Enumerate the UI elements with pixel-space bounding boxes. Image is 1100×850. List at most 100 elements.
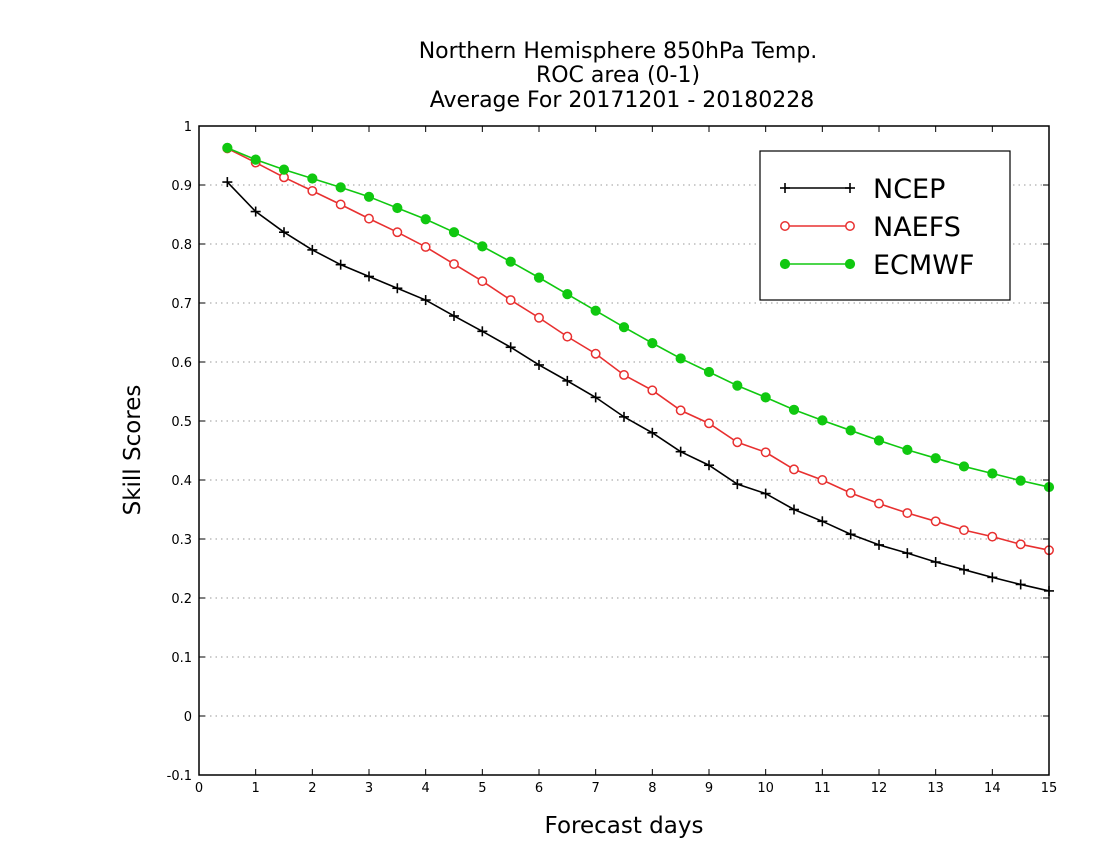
point-naefs-5 (364, 213, 374, 224)
point-ecmwf-26 (958, 461, 970, 472)
point-naefs-12 (562, 331, 573, 342)
point-ncep-12 (562, 375, 573, 386)
point-naefs-19 (760, 447, 771, 458)
x-tick-label-13: 13 (927, 781, 944, 796)
x-tick-label-4: 4 (422, 781, 430, 796)
y-tick-label-1: 0 (184, 710, 192, 725)
point-ncep-14 (619, 411, 629, 422)
point-ecmwf-6 (392, 202, 403, 214)
point-ecmwf-21 (817, 415, 828, 426)
point-ecmwf-27 (987, 468, 998, 479)
legend-marker-right-naefs (845, 221, 855, 231)
x-tick-label-11: 11 (814, 781, 831, 796)
point-ncep-18 (732, 479, 743, 490)
point-ecmwf-4 (335, 182, 346, 193)
point-ecmwf-1 (250, 154, 261, 165)
point-naefs-3 (307, 185, 318, 196)
point-naefs-25 (930, 516, 941, 527)
point-naefs-14 (619, 370, 629, 380)
point-naefs-28 (1015, 539, 1026, 550)
y-tick-label-4: 0.3 (171, 533, 192, 548)
point-naefs-18 (732, 437, 743, 448)
x-tick-label-2: 2 (308, 781, 316, 796)
point-naefs-8 (449, 259, 459, 270)
x-tick-label-6: 6 (535, 781, 543, 796)
point-naefs-22 (845, 488, 856, 498)
y-tick-label-2: 0.1 (171, 651, 192, 666)
y-tick-label-11: 1 (184, 120, 192, 135)
point-ecmwf-10 (505, 256, 516, 267)
y-axis-label: Skill Scores (120, 385, 146, 516)
point-ecmwf-22 (845, 425, 856, 436)
point-naefs-10 (505, 295, 516, 305)
plot-frame (198, 125, 1050, 776)
x-axis-label: Forecast days (545, 813, 704, 839)
legend: NCEP NAEFS ECMWF (759, 150, 1011, 301)
point-ncep-9 (477, 326, 488, 337)
point-ncep-11 (534, 359, 544, 370)
point-naefs-9 (477, 276, 488, 287)
point-ecmwf-25 (930, 453, 941, 464)
point-naefs-24 (902, 508, 913, 518)
chart-title-line-3: Average For 20171201 - 20180228 (430, 88, 815, 113)
x-tick-label-10: 10 (757, 781, 774, 796)
point-ncep-2 (279, 227, 289, 238)
point-ecmwf-19 (760, 392, 771, 403)
point-ncep-3 (307, 244, 318, 255)
point-naefs-21 (817, 475, 828, 485)
point-ecmwf-15 (647, 338, 658, 349)
y-tick-label-10: 0.9 (171, 179, 192, 194)
point-ecmwf-3 (307, 173, 318, 184)
point-ncep-17 (704, 460, 714, 471)
point-ncep-1 (250, 206, 261, 217)
x-tick-labels: 0 1 2 3 4 5 6 7 8 9 10 11 12 13 14 15 (195, 781, 1057, 796)
chart-title-line-2: ROC area (0-1) (536, 63, 700, 88)
series-ncep (222, 177, 1054, 596)
point-naefs-16 (675, 405, 686, 416)
point-naefs-27 (987, 531, 998, 542)
point-naefs-4 (335, 199, 346, 210)
legend-marker-left-naefs (780, 221, 790, 231)
legend-item-ncep: NCEP (780, 174, 945, 205)
series-layer (222, 142, 1055, 596)
point-ecmwf-18 (732, 380, 743, 391)
x-tick-label-0: 0 (195, 781, 203, 796)
chart-title-line-1: Northern Hemisphere 850hPa Temp. (419, 39, 818, 64)
point-naefs-26 (959, 525, 969, 536)
point-ncep-6 (392, 283, 403, 294)
point-ecmwf-7 (420, 214, 431, 225)
point-ecmwf-5 (363, 191, 375, 202)
point-ncep-5 (364, 271, 374, 282)
point-ncep-25 (930, 557, 941, 568)
point-naefs-6 (392, 227, 403, 238)
point-ncep-27 (987, 572, 998, 583)
point-ecmwf-23 (873, 435, 885, 446)
y-tick-label-5: 0.4 (171, 474, 192, 489)
point-naefs-20 (789, 464, 799, 475)
axis-ticks (198, 125, 1050, 776)
point-ecmwf-24 (902, 444, 913, 456)
legend-label-naefs: NAEFS (873, 212, 961, 243)
point-ncep-22 (845, 529, 856, 540)
legend-marker-right-ncep (845, 183, 855, 193)
x-tick-label-7: 7 (592, 781, 600, 796)
x-tick-label-14: 14 (984, 781, 1001, 796)
y-tick-label-3: 0.2 (171, 592, 192, 607)
y-tick-label-6: 0.5 (171, 415, 192, 430)
series-ecmwf (222, 142, 1055, 493)
point-ncep-24 (902, 548, 913, 559)
legend-label-ecmwf: ECMWF (873, 250, 974, 281)
point-ecmwf-2 (278, 164, 290, 175)
x-tick-label-3: 3 (365, 781, 373, 796)
point-ecmwf-14 (618, 322, 630, 333)
y-tick-label-8: 0.7 (171, 297, 192, 312)
point-ncep-23 (874, 539, 884, 550)
legend-marker-left-ncep (780, 183, 790, 193)
series-naefs (222, 143, 1054, 556)
point-ncep-16 (675, 446, 686, 457)
point-ncep-0 (222, 177, 233, 188)
x-tick-label-15: 15 (1041, 781, 1058, 796)
x-tick-label-12: 12 (871, 781, 888, 796)
point-ecmwf-17 (703, 366, 715, 378)
